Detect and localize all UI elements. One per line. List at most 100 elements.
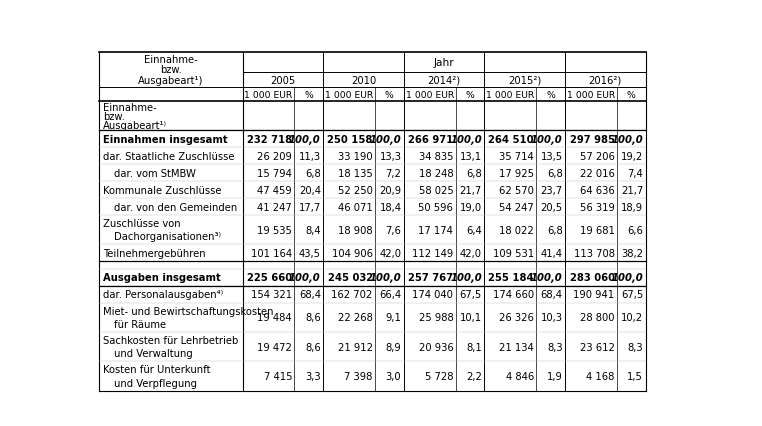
Text: 1 000 EUR: 1 000 EUR [405,90,454,99]
Text: 42,0: 42,0 [379,248,402,258]
Text: 10,1: 10,1 [459,313,482,322]
Text: 6,8: 6,8 [305,168,321,178]
Text: 43,5: 43,5 [299,248,321,258]
Text: %: % [304,90,313,99]
Text: 52 250: 52 250 [338,185,373,195]
Text: 47 459: 47 459 [258,185,292,195]
Text: 58 025: 58 025 [418,185,453,195]
Text: Teilnehmergebühren: Teilnehmergebühren [103,248,206,258]
Text: 6,8: 6,8 [547,225,562,235]
Text: 56 319: 56 319 [580,202,614,212]
Text: 19,0: 19,0 [459,202,482,212]
Text: 2010: 2010 [351,75,376,85]
Text: 109 531: 109 531 [493,248,534,258]
Text: Einnahme-: Einnahme- [144,55,197,65]
Text: 6,6: 6,6 [627,225,643,235]
Text: 20,9: 20,9 [379,185,402,195]
Text: 68,4: 68,4 [299,290,321,299]
Text: 264 510: 264 510 [488,135,534,144]
Text: 2014²): 2014²) [427,75,460,85]
Text: 26 326: 26 326 [499,313,534,322]
Text: 174 660: 174 660 [493,290,534,299]
Text: 13,5: 13,5 [540,151,562,161]
Text: 113 708: 113 708 [574,248,614,258]
Text: 1,5: 1,5 [627,371,643,381]
Text: bzw.: bzw. [103,112,125,121]
Text: 23 612: 23 612 [580,342,614,352]
Text: 3,0: 3,0 [386,371,402,381]
Text: 21,7: 21,7 [459,185,482,195]
Text: 17,7: 17,7 [299,202,321,212]
Text: 18 248: 18 248 [418,168,453,178]
Text: 100,0: 100,0 [531,135,562,144]
Text: Ausgaben insgesamt: Ausgaben insgesamt [103,273,221,283]
Text: 255 184: 255 184 [488,273,534,283]
Text: 21,7: 21,7 [621,185,643,195]
Text: 11,3: 11,3 [299,151,321,161]
Text: 9,1: 9,1 [386,313,402,322]
Text: 19 535: 19 535 [258,225,292,235]
Text: 35 714: 35 714 [499,151,534,161]
Text: 20,5: 20,5 [540,202,562,212]
Text: Ausgabeart¹⁾: Ausgabeart¹⁾ [103,121,167,130]
Text: 19 472: 19 472 [258,342,292,352]
Text: 2016²): 2016²) [588,75,622,85]
Text: 266 971: 266 971 [408,135,453,144]
Text: 245 032: 245 032 [328,273,373,283]
Text: 19 681: 19 681 [580,225,614,235]
Text: 6,4: 6,4 [466,225,482,235]
Text: dar. von den Gemeinden: dar. von den Gemeinden [114,202,237,212]
Text: 6,8: 6,8 [466,168,482,178]
Text: 67,5: 67,5 [459,290,482,299]
Text: 225 660: 225 660 [247,273,292,283]
Text: 41 247: 41 247 [258,202,292,212]
Text: 64 636: 64 636 [580,185,614,195]
Text: 5 728: 5 728 [424,371,453,381]
Text: 10,3: 10,3 [540,313,562,322]
Text: 19 484: 19 484 [258,313,292,322]
Text: 104 906: 104 906 [331,248,373,258]
Text: 18 908: 18 908 [338,225,373,235]
Text: 8,6: 8,6 [305,313,321,322]
Text: 1 000 EUR: 1 000 EUR [486,90,534,99]
Text: 7 398: 7 398 [344,371,373,381]
Text: %: % [627,90,636,99]
Text: 62 570: 62 570 [499,185,534,195]
Text: Einnahmen insgesamt: Einnahmen insgesamt [103,135,228,144]
Text: 66,4: 66,4 [379,290,402,299]
Text: 7,2: 7,2 [386,168,402,178]
Text: dar. Staatliche Zuschlüsse: dar. Staatliche Zuschlüsse [103,151,235,161]
Text: 100,0: 100,0 [289,273,321,283]
Text: Einnahme-: Einnahme- [103,102,157,112]
Text: 4 846: 4 846 [506,371,534,381]
Text: und Verpflegung: und Verpflegung [114,378,197,388]
Text: 1 000 EUR: 1 000 EUR [245,90,293,99]
Text: 13,1: 13,1 [459,151,482,161]
Text: 19,2: 19,2 [621,151,643,161]
Text: 8,3: 8,3 [547,342,562,352]
Text: Dachorganisationen³⁾: Dachorganisationen³⁾ [114,232,221,242]
Text: 162 702: 162 702 [331,290,373,299]
Text: 17 174: 17 174 [418,225,453,235]
Text: 38,2: 38,2 [621,248,643,258]
Text: dar. Personalausgaben⁴⁾: dar. Personalausgaben⁴⁾ [103,290,223,299]
Text: 112 149: 112 149 [412,248,453,258]
Text: 42,0: 42,0 [460,248,482,258]
Text: 33 190: 33 190 [338,151,373,161]
Text: dar. vom StMBW: dar. vom StMBW [114,168,196,178]
Text: Kosten für Unterkunft: Kosten für Unterkunft [103,365,210,374]
Text: 26 209: 26 209 [258,151,292,161]
Text: 257 767: 257 767 [408,273,453,283]
Text: 101 164: 101 164 [251,248,292,258]
Text: 297 985: 297 985 [569,135,614,144]
Text: 34 835: 34 835 [419,151,453,161]
Text: 21 912: 21 912 [338,342,373,352]
Text: 18 022: 18 022 [499,225,534,235]
Text: für Räume: für Räume [114,320,166,329]
Text: 20,4: 20,4 [299,185,321,195]
Text: bzw.: bzw. [160,65,182,75]
Text: 13,3: 13,3 [379,151,402,161]
Text: 18 135: 18 135 [338,168,373,178]
Text: 2015²): 2015²) [508,75,541,85]
Text: %: % [466,90,474,99]
